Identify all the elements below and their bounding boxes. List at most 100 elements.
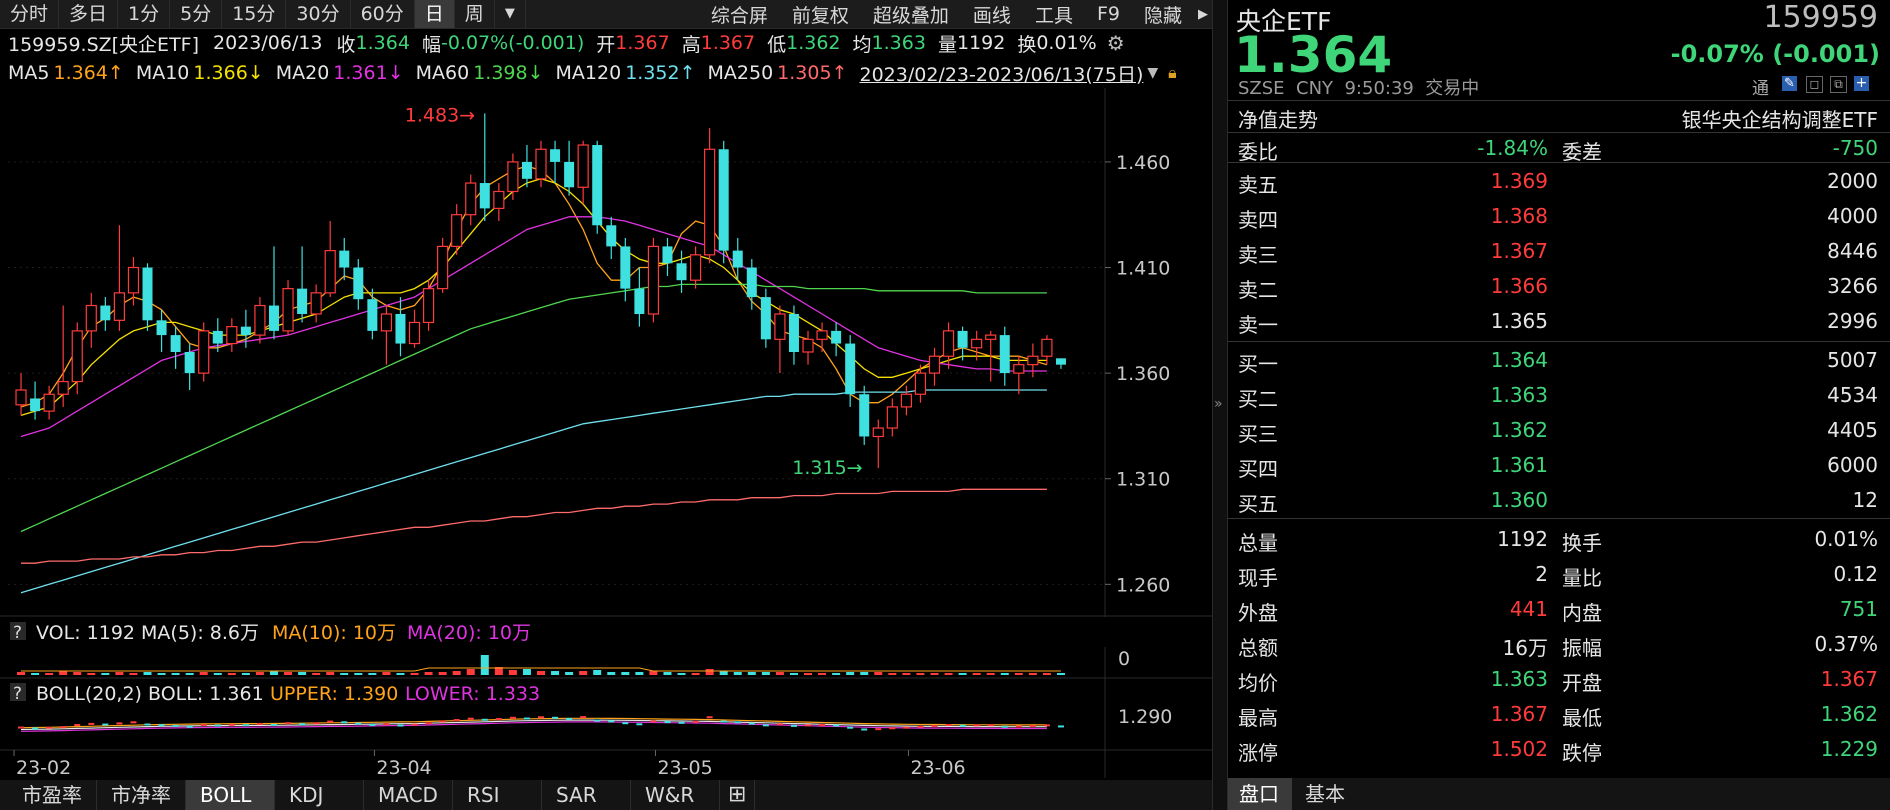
- kline-chart[interactable]: 1.460 1.410 1.360 1.310 1.260 1.483→ 1.315→? VO…: [0, 88, 1212, 810]
- bid-row-3-label: 买四: [1238, 457, 1278, 481]
- period-tab-2[interactable]: 1分: [118, 0, 171, 28]
- bid-row-4-price: 1.360: [1490, 488, 1548, 512]
- toolbar-tool-5[interactable]: F9: [1096, 3, 1120, 25]
- vol-bar: [396, 673, 405, 675]
- candle-body: [184, 352, 195, 374]
- vol-bar: [775, 672, 784, 675]
- panel-splitter[interactable]: »: [1212, 0, 1228, 810]
- vol-bar: [340, 673, 349, 675]
- vol-bar: [719, 671, 728, 675]
- date-range[interactable]: 2023/02/23-2023/06/13(75日): [859, 63, 1144, 86]
- tab-basic[interactable]: 基本: [1305, 782, 1345, 806]
- period-dropdown-icon[interactable]: ▼: [495, 0, 526, 28]
- ask-row-4[interactable]: 卖一 1.365 2996: [1226, 303, 1890, 338]
- vol-bar: [255, 672, 264, 675]
- indicator-tab-4[interactable]: MACD: [364, 780, 453, 810]
- vol-help-label[interactable]: ?: [13, 623, 22, 643]
- ask-row-3[interactable]: 卖二 1.366 3266: [1226, 268, 1890, 303]
- add-indicator-plus-icon[interactable]: ⊞: [720, 780, 756, 810]
- vol-bar: [635, 672, 644, 675]
- period-tab-7[interactable]: 日: [414, 0, 455, 28]
- vol-bar: [1056, 673, 1065, 675]
- candle-body: [30, 398, 41, 412]
- indicator-tab-3[interactable]: KDJ: [275, 780, 364, 810]
- vol-bar: [522, 669, 531, 675]
- toolbar-tool-3[interactable]: 画线: [972, 4, 1011, 27]
- indicator-tab-7[interactable]: W&R: [631, 780, 720, 810]
- ma-label-5: MA250: [707, 62, 774, 84]
- tongbi-label[interactable]: 通: [1752, 79, 1769, 99]
- tab-pankou[interactable]: 盘口: [1226, 778, 1292, 810]
- range-dropdown-icon[interactable]: ▼: [1147, 65, 1159, 81]
- turn-value: 0.01%: [1036, 32, 1097, 54]
- open-value: 1.367: [615, 32, 670, 54]
- collapse-chevron-icon[interactable]: »: [1214, 396, 1223, 412]
- toolbar-tool-2[interactable]: 超级叠加: [872, 4, 949, 27]
- copy-icon[interactable]: ⧉: [1830, 76, 1847, 93]
- bid-row-2[interactable]: 买三 1.362 4405: [1226, 412, 1890, 447]
- period-tab-3[interactable]: 5分: [170, 0, 223, 28]
- max-price-label: 1.483→: [405, 104, 475, 126]
- toolbar-tool-4[interactable]: 工具: [1034, 4, 1073, 27]
- vol-bar: [312, 673, 321, 675]
- window-icon[interactable]: ◻: [1806, 76, 1823, 93]
- stat-value: 1.502: [1490, 737, 1548, 761]
- ask-row-1-label: 卖四: [1238, 208, 1278, 232]
- indicator-tab-5[interactable]: RSI: [453, 780, 542, 810]
- settings-gear-icon[interactable]: ⚙: [1106, 31, 1125, 55]
- boll-label: BOLL(20,2) BOLL: 1.361: [36, 683, 264, 705]
- vol-bar: [761, 672, 770, 675]
- vol-bar: [354, 673, 363, 675]
- bid-row-2-volume: 4405: [1827, 418, 1878, 442]
- indicator-tab-1[interactable]: 市净率: [97, 780, 186, 810]
- toolbar-tool-1[interactable]: 前复权: [791, 4, 849, 27]
- ma-legend-line: MA5 1.364↑ MA10 1.366↓ MA20 1.361↓ MA60 1.398↓ M…: [0, 58, 1212, 88]
- vol-bar: [87, 673, 96, 675]
- period-tab-5[interactable]: 30分: [286, 0, 351, 28]
- toolbar-tool-0[interactable]: 综合屏: [710, 4, 768, 27]
- vol-bar: [551, 671, 560, 675]
- vol-bar: [424, 672, 433, 675]
- boll-help-icon[interactable]: [10, 683, 26, 701]
- vol-bar: [944, 673, 953, 675]
- ma-line-ma5: [20, 165, 1048, 408]
- bid-row-3[interactable]: 买四 1.361 6000: [1226, 447, 1890, 482]
- period-toolbar: 分时 多日 1分 5分 15分 30分 60分日周 ▼ 综合屏 前复权 超级叠加 画线 工具 F9 隐藏 ▶: [0, 0, 1212, 29]
- hide-arrow-icon[interactable]: ▶: [1198, 6, 1208, 22]
- ask-row-1[interactable]: 卖四 1.368 4000: [1226, 198, 1890, 233]
- stat-row-1: 现手 2 量比 0.12: [1226, 556, 1890, 591]
- period-tab-0[interactable]: 分时: [0, 0, 60, 28]
- weibi-row: 委比 -1.84% 委差 -750: [1226, 130, 1890, 165]
- candle-body: [957, 330, 968, 348]
- indicator-tab-2[interactable]: BOLL: [186, 780, 275, 810]
- vol-help-icon[interactable]: [10, 622, 26, 640]
- bid-row-2-label: 买三: [1238, 422, 1278, 446]
- period-tab-1[interactable]: 多日: [59, 0, 119, 28]
- ask-row-0[interactable]: 卖五 1.369 2000: [1226, 163, 1890, 198]
- bid-row-4[interactable]: 买五 1.360 12: [1226, 482, 1890, 517]
- period-tab-4[interactable]: 15分: [222, 0, 287, 28]
- period-tab-6[interactable]: 60分: [351, 0, 415, 28]
- edit-icon[interactable]: ✎: [1782, 76, 1797, 91]
- candle-body: [310, 292, 322, 315]
- stat-value: 441: [1509, 597, 1548, 621]
- y-tick-label: 1.360: [1116, 363, 1170, 385]
- indicator-tab-6[interactable]: SAR: [542, 780, 631, 810]
- nav-trend-link[interactable]: 净值走势: [1238, 108, 1318, 132]
- bid-row-0[interactable]: 买一 1.364 5007: [1226, 342, 1890, 377]
- stat-label: 现手: [1238, 566, 1278, 590]
- toolbar-tool-6[interactable]: 隐藏: [1143, 4, 1182, 27]
- candle-body: [507, 161, 519, 193]
- candle-body: [886, 406, 898, 429]
- indicator-tab-0[interactable]: 市盈率: [8, 780, 97, 810]
- ask-row-0-volume: 2000: [1827, 169, 1878, 193]
- period-tab-8[interactable]: 周: [455, 0, 495, 28]
- bid-row-1[interactable]: 买二 1.363 4534: [1226, 377, 1890, 412]
- boll-help-label[interactable]: ?: [13, 684, 22, 704]
- ask-row-2[interactable]: 卖三 1.367 8446: [1226, 233, 1890, 268]
- lock-icon[interactable]: 🔒︎: [1168, 63, 1177, 82]
- vol-bar: [143, 672, 152, 675]
- add-icon[interactable]: +: [1854, 75, 1869, 91]
- chg-value: -0.07%(-0.001): [440, 32, 585, 54]
- candle-body: [212, 330, 223, 344]
